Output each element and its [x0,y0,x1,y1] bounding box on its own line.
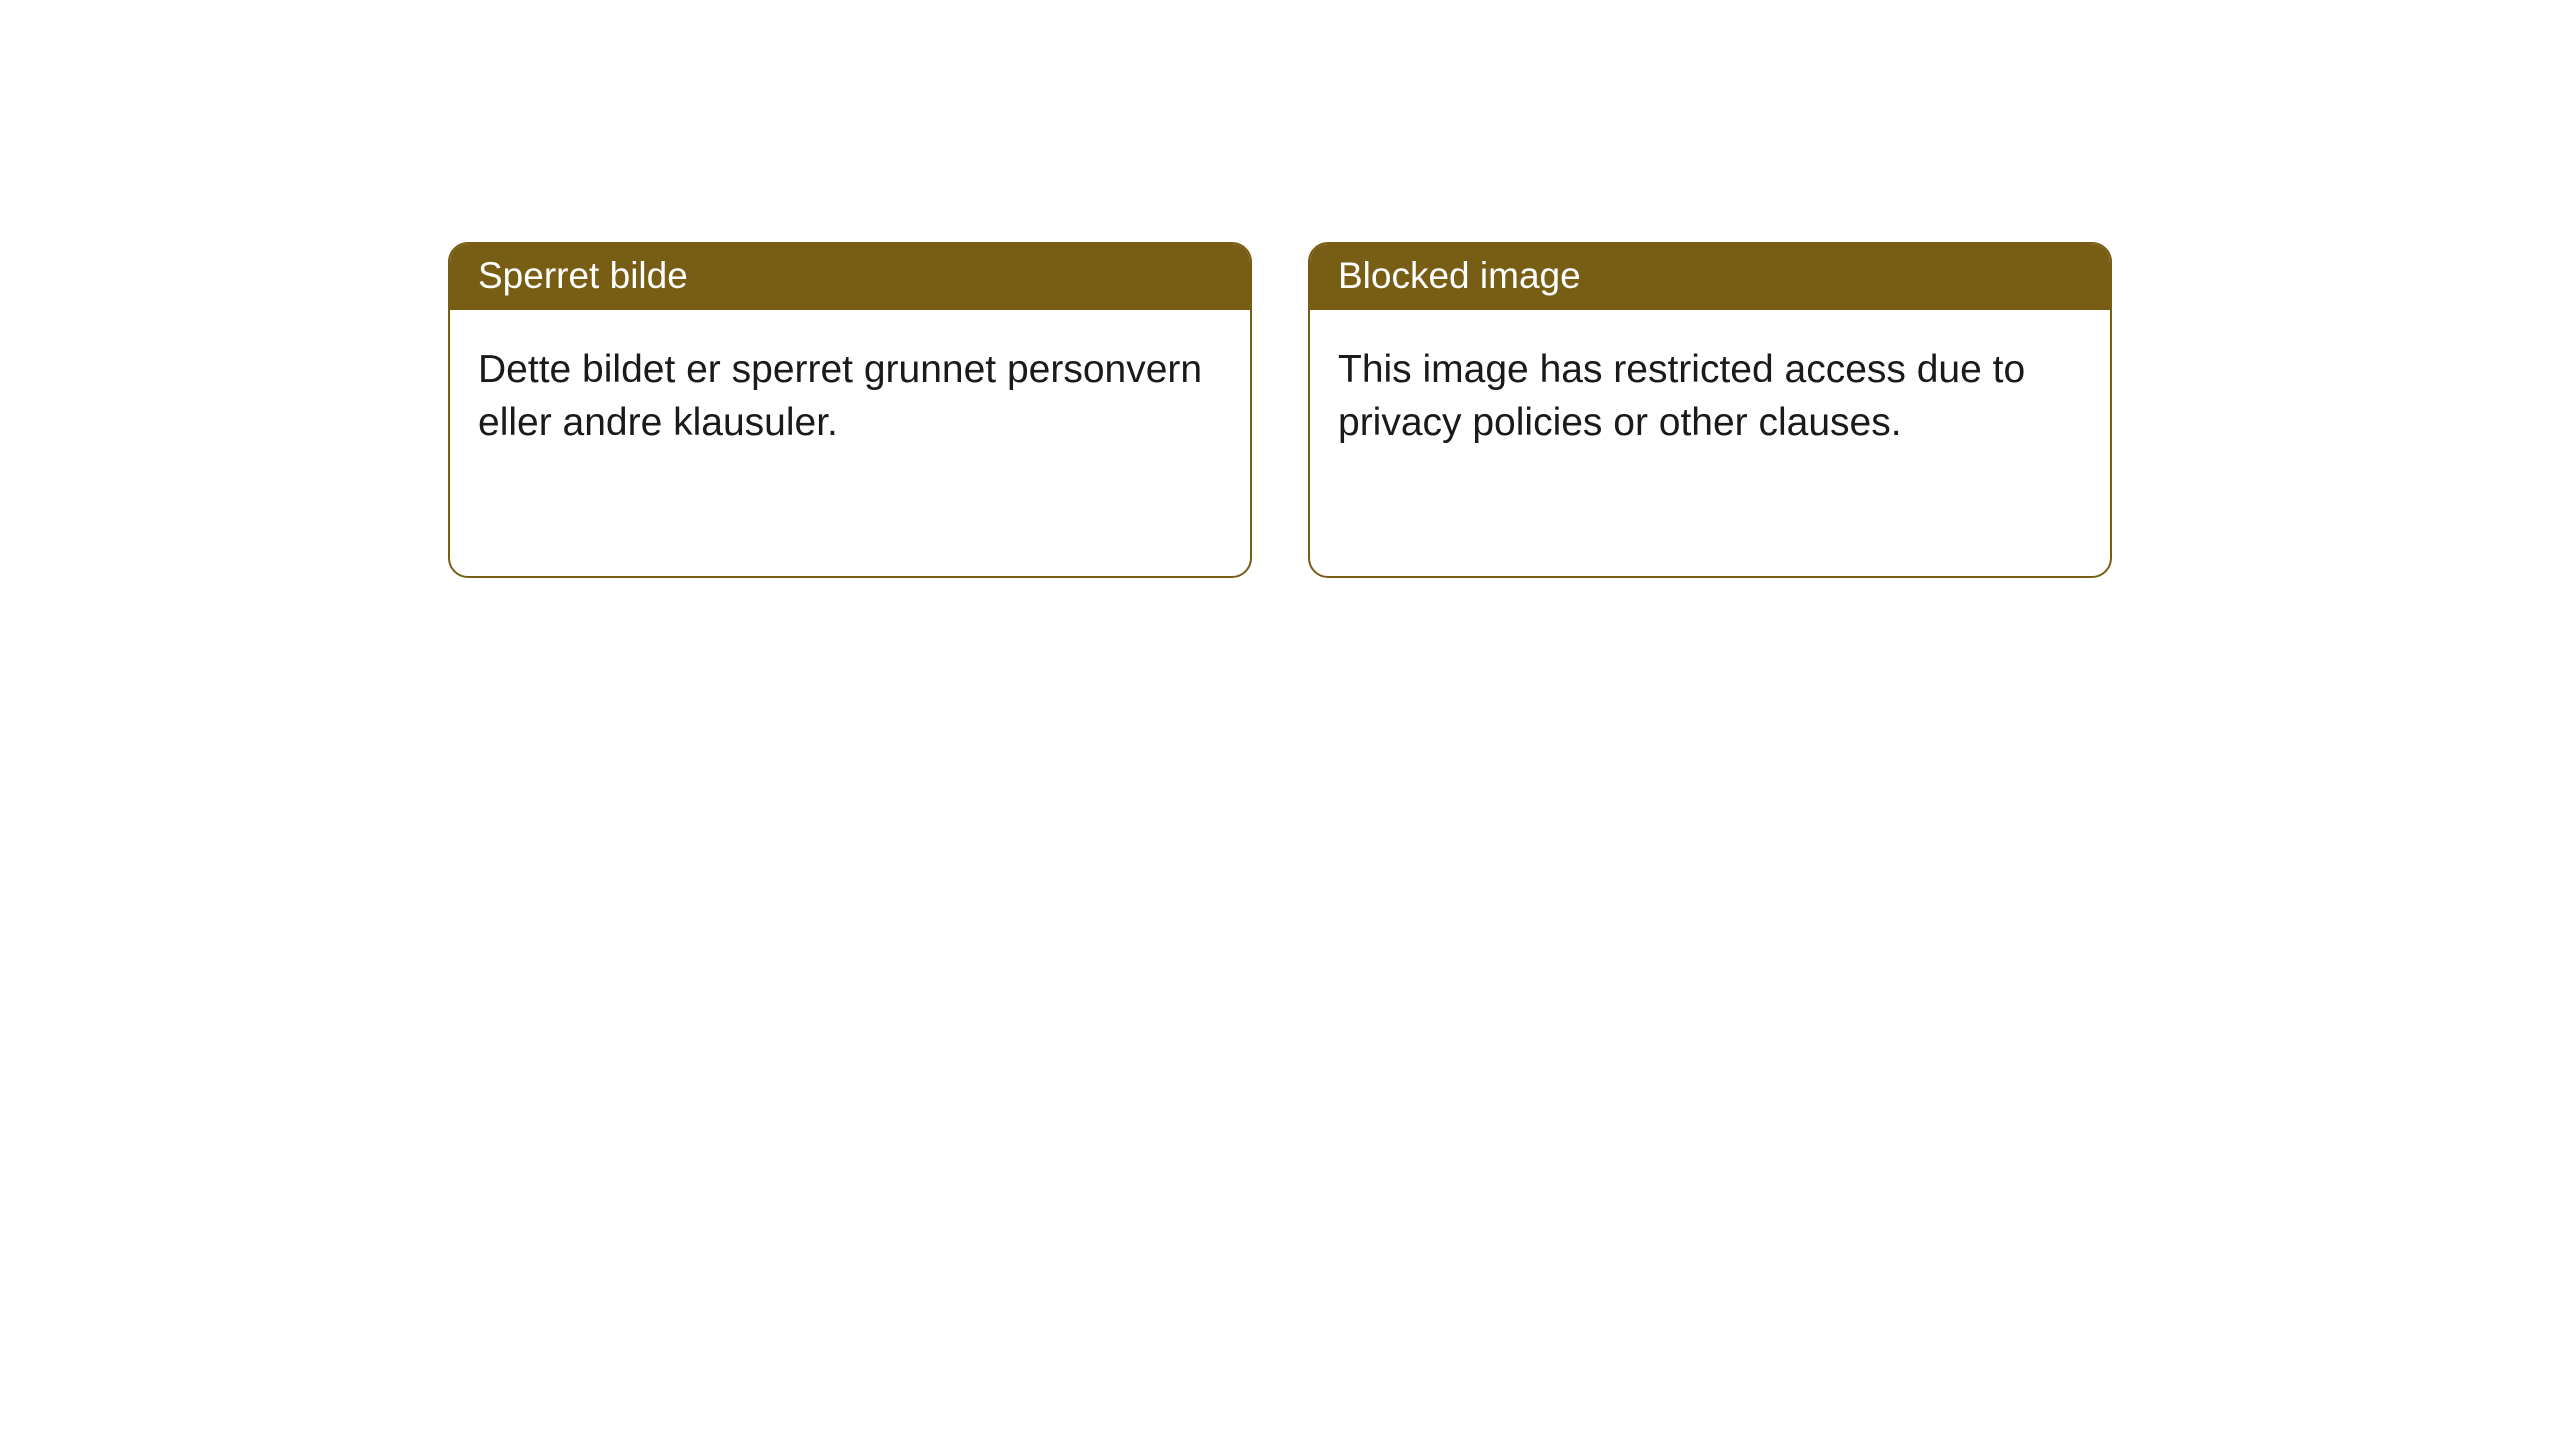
notice-card-english: Blocked image This image has restricted … [1308,242,2112,578]
notice-card-title: Sperret bilde [450,244,1250,310]
notice-card-body: This image has restricted access due to … [1310,310,2110,483]
notice-card-body: Dette bildet er sperret grunnet personve… [450,310,1250,483]
notice-card-title: Blocked image [1310,244,2110,310]
notice-card-norwegian: Sperret bilde Dette bildet er sperret gr… [448,242,1252,578]
notice-cards-container: Sperret bilde Dette bildet er sperret gr… [0,0,2560,578]
